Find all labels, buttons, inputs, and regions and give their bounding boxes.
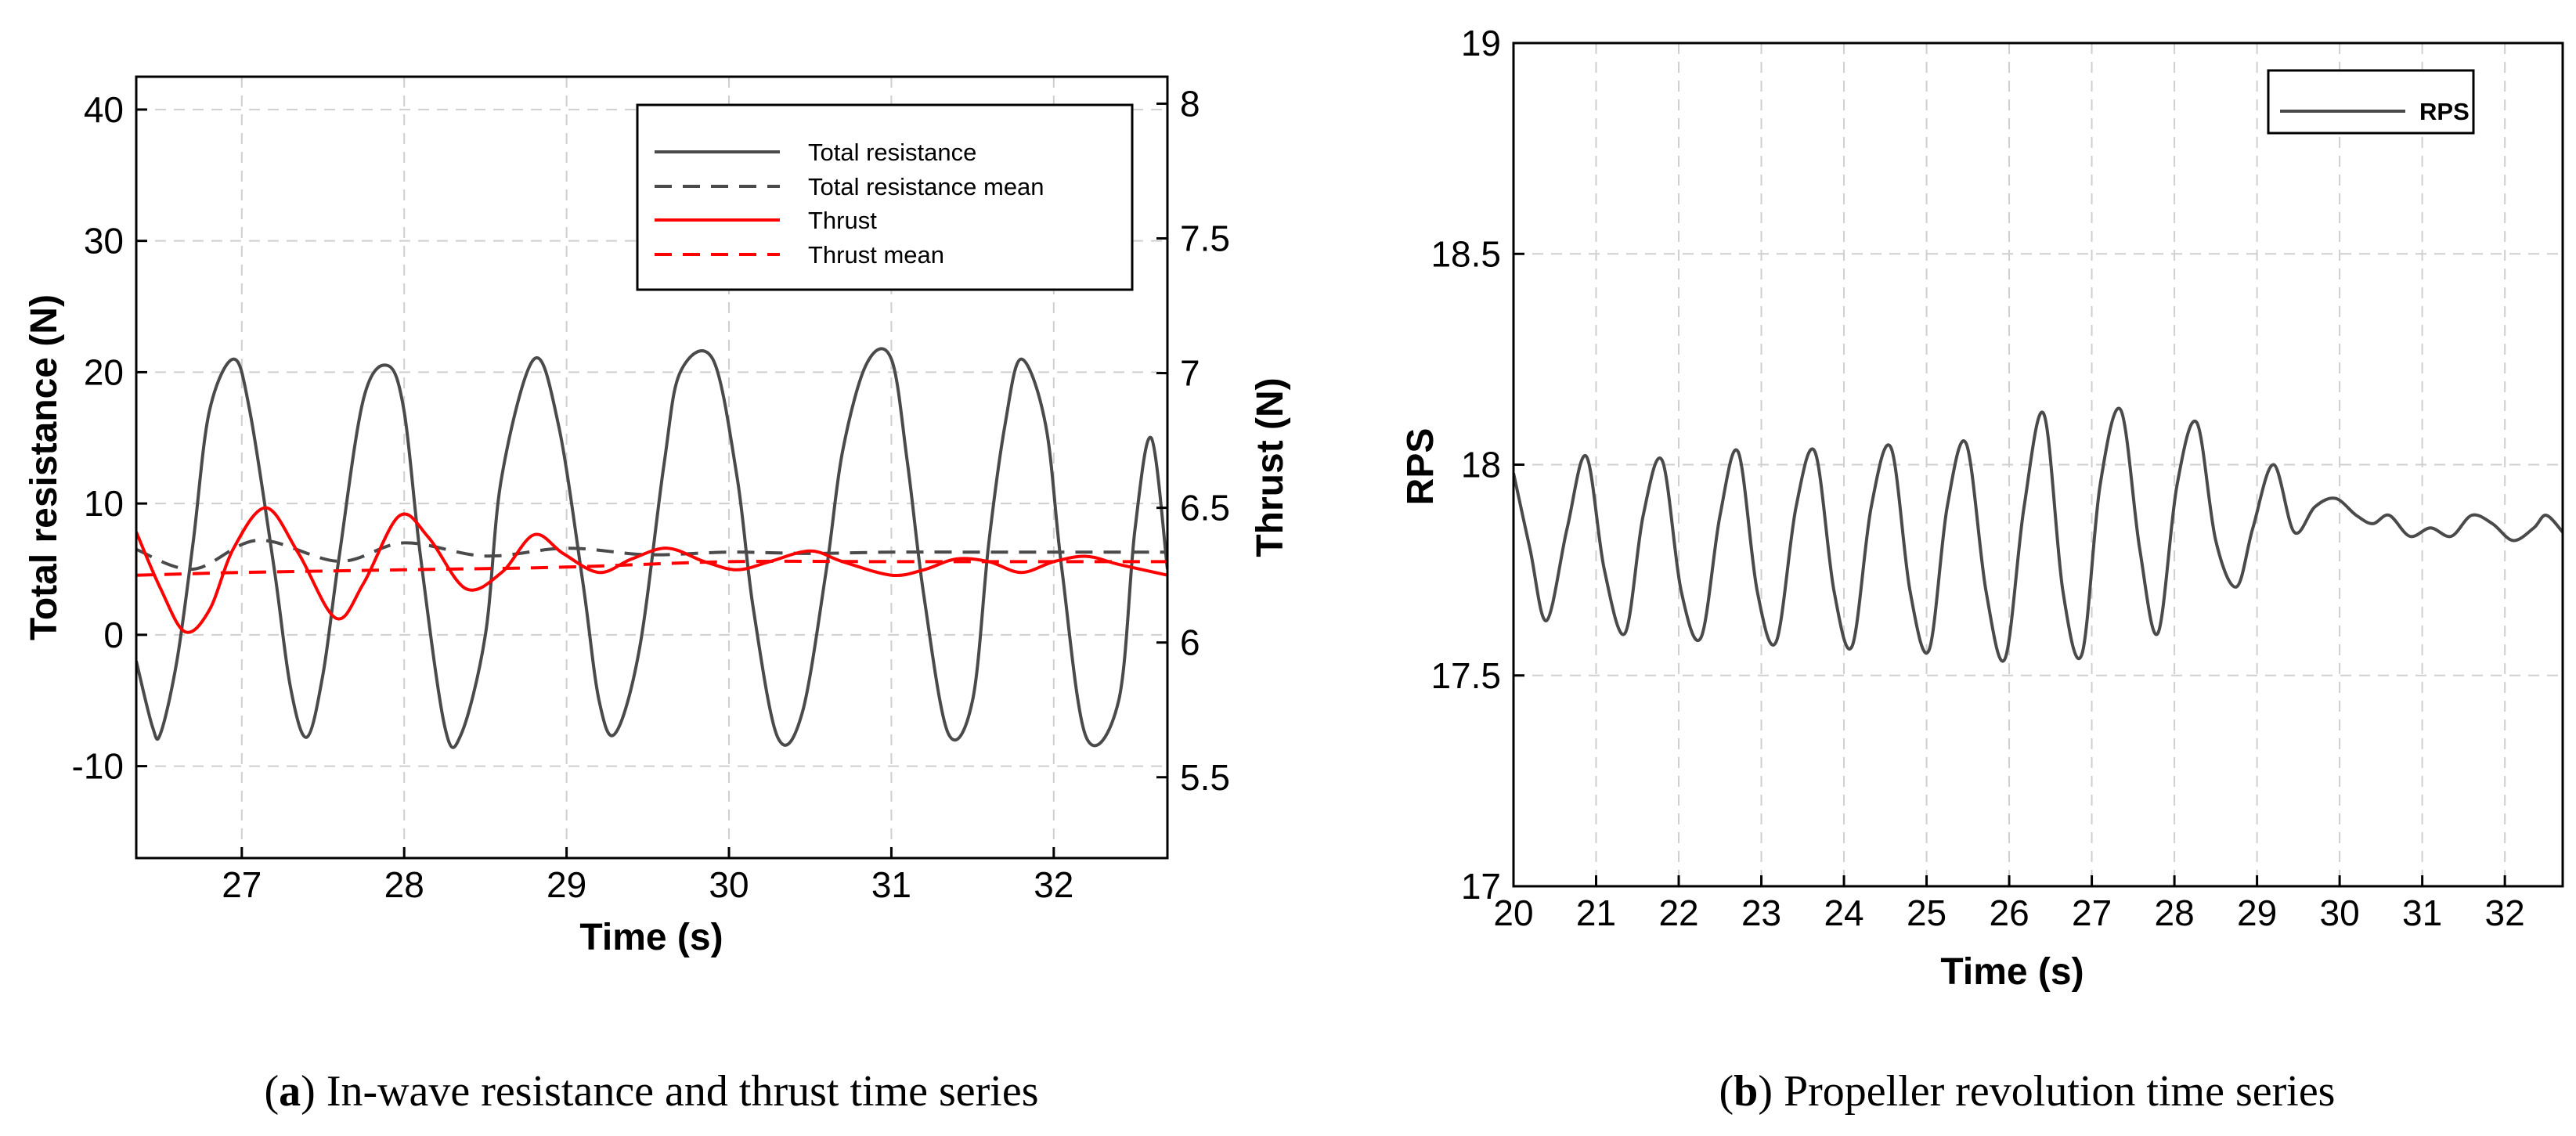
chart-b-ytick-label: 17 [1461, 866, 1501, 907]
chart-a-y2tick-label: 5.5 [1180, 757, 1230, 798]
chart-a-legend-box [636, 103, 1134, 291]
chart-a-y2tick-label: 7 [1180, 353, 1200, 394]
chart-a-ticks: 27 28 29 30 31 32 40 30 20 10 0 -10 8 7.5 7 6.5 6 5.5 [72, 83, 1230, 905]
chart-a-series [136, 347, 1167, 749]
chart-b-ytick-label: 18 [1461, 445, 1501, 485]
chart-a-ytick-label: 20 [84, 352, 124, 392]
chart-a-y2tick-label: 6 [1180, 622, 1200, 663]
chart-b-ytick-label: 17.5 [1431, 655, 1501, 696]
legend-label-total-resistance-mean: Total resistance mean [808, 173, 1044, 200]
caption-a: (a) In-wave resistance and thrust time s… [265, 1067, 1039, 1116]
caption-b: (b) Propeller revolution time series [1719, 1067, 2336, 1116]
chart-b-legend-box [2267, 69, 2475, 135]
chart-b-xtick-label: 29 [2237, 893, 2277, 933]
series-total-resistance [136, 347, 1167, 749]
chart-a-xtick-label: 30 [709, 864, 749, 905]
chart-a-ytick-label: -10 [72, 746, 124, 787]
legend-label-thrust: Thrust [808, 207, 877, 234]
chart-b-xlabel: Time (s) [1940, 951, 2084, 993]
chart-b-ylabel: RPS [1400, 428, 1441, 506]
chart-b: 20 21 22 23 24 25 26 27 28 29 30 31 32 19 18.5 18 17.5 17… [1400, 23, 2564, 993]
series-thrust-mean [136, 559, 1167, 577]
chart-a-ylabel: Total resistance (N) [23, 294, 65, 640]
chart-a-y2tick-label: 7.5 [1180, 218, 1230, 258]
chart-a-xlabel: Time (s) [579, 917, 723, 958]
chart-b-xtick-label: 30 [2320, 893, 2360, 933]
series-thrust [136, 506, 1167, 634]
caption-a-letter: a [279, 1067, 301, 1116]
chart-b-xtick-label: 28 [2155, 893, 2195, 933]
chart-a: 27 28 29 30 31 32 40 30 20 10 0 -10 8 7.5 7 6.5 6 5.5 Tim… [23, 75, 1291, 958]
series-total-resistance-mean [136, 539, 1167, 572]
chart-b-xtick-label: 21 [1576, 893, 1616, 933]
chart-b-series [1513, 406, 2563, 663]
legend-label-thrust-mean: Thrust mean [808, 241, 944, 269]
chart-a-xtick-label: 28 [384, 864, 424, 905]
chart-b-legend: RPS [2267, 69, 2475, 135]
chart-a-ytick-label: 40 [84, 89, 124, 130]
chart-a-xtick-label: 29 [547, 864, 586, 905]
chart-a-frame [135, 75, 1169, 860]
chart-b-xtick-label: 24 [1824, 893, 1863, 933]
chart-a-xtick-label: 27 [222, 864, 262, 905]
chart-a-y2tick-label: 8 [1180, 83, 1200, 124]
chart-a-xtick-label: 32 [1034, 864, 1073, 905]
chart-b-xtick-label: 27 [2072, 893, 2112, 933]
chart-a-y2label: Thrust (N) [1250, 377, 1291, 557]
chart-b-grid [1513, 42, 2563, 887]
chart-b-xtick-label: 32 [2485, 893, 2525, 933]
legend-label-total-resistance: Total resistance [808, 139, 976, 166]
chart-a-xtick-label: 31 [871, 864, 911, 905]
caption-b-text: Propeller revolution time series [1773, 1067, 2335, 1116]
chart-b-xtick-label: 31 [2402, 893, 2442, 933]
caption-a-text: In-wave resistance and thrust time serie… [316, 1067, 1039, 1116]
chart-b-xtick-label: 22 [1658, 893, 1698, 933]
chart-a-legend: Total resistance Total resistance mean T… [636, 103, 1134, 291]
chart-b-xtick-label: 25 [1907, 893, 1946, 933]
chart-a-ytick-label: 30 [84, 221, 124, 261]
chart-b-ytick-label: 19 [1461, 23, 1501, 63]
legend-label-rps: RPS [2419, 98, 2470, 125]
chart-b-ytick-label: 18.5 [1431, 233, 1501, 274]
chart-a-y2tick-label: 6.5 [1180, 488, 1230, 528]
caption-b-letter: b [1734, 1067, 1758, 1116]
chart-b-xtick-label: 26 [1989, 893, 2029, 933]
chart-b-ticks: 20 21 22 23 24 25 26 27 28 29 30 31 32 19 18.5 18 17.5 17 [1431, 23, 2524, 933]
chart-a-ytick-label: 10 [84, 483, 124, 524]
chart-b-xtick-label: 23 [1741, 893, 1781, 933]
chart-b-xtick-label: 20 [1493, 893, 1533, 933]
series-rps [1513, 406, 2563, 663]
chart-a-ytick-label: 0 [103, 615, 124, 655]
